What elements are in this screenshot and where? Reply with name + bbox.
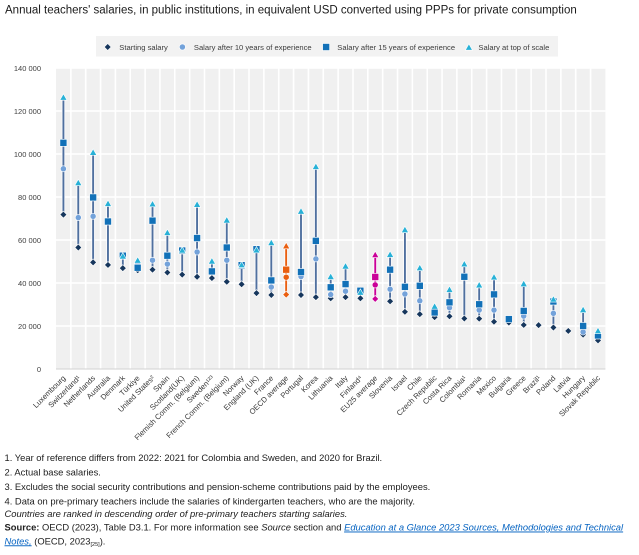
svg-text:80 000: 80 000	[18, 193, 41, 202]
svg-text:Salary after 15 years of exper: Salary after 15 years of experience	[337, 43, 455, 52]
svg-text:Salary after 10 years of exper: Salary after 10 years of experience	[194, 43, 312, 52]
svg-text:20 000: 20 000	[18, 322, 41, 331]
svg-text:Starting salary: Starting salary	[119, 43, 168, 52]
svg-text:3. Excludes the social securit: 3. Excludes the social security contribu…	[5, 481, 431, 492]
svg-text:Annual teachers' salaries, in: Annual teachers' salaries, in public ins…	[5, 5, 577, 17]
svg-text:100 000: 100 000	[14, 150, 41, 159]
svg-text:120 000: 120 000	[14, 107, 41, 116]
svg-text:Countries are ranked in descen: Countries are ranked in descending order…	[5, 508, 348, 519]
svg-text:1. Year of reference differs f: 1. Year of reference differs from 2022: …	[5, 452, 383, 463]
svg-text:140 000: 140 000	[14, 64, 41, 73]
svg-text:Notes, (OECD, 2023[25]).: Notes, (OECD, 2023[25]).	[5, 535, 106, 548]
svg-text:Source: OECD (2023), Table D3.: Source: OECD (2023), Table D3.1. For mor…	[5, 522, 625, 533]
svg-text:4. Data on pre-primary teacher: 4. Data on pre-primary teachers include …	[5, 495, 415, 506]
svg-text:Salary at top of scale: Salary at top of scale	[478, 43, 549, 52]
svg-text:40 000: 40 000	[18, 279, 41, 288]
svg-text:60 000: 60 000	[18, 236, 41, 245]
svg-text:0: 0	[37, 365, 41, 374]
svg-text:2. Actual base salaries.: 2. Actual base salaries.	[5, 466, 101, 477]
